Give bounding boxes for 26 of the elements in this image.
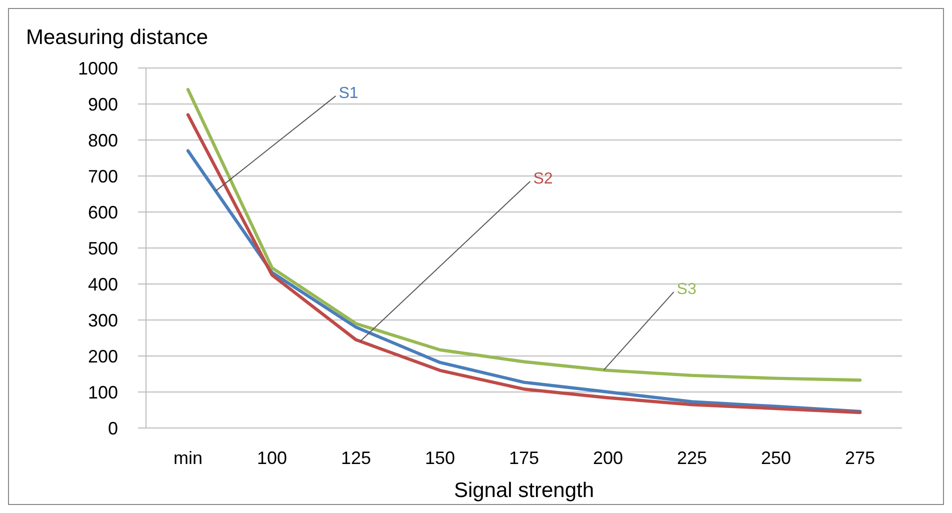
- y-tick-label: 1000: [78, 58, 118, 78]
- x-tick-label: 275: [844, 448, 876, 468]
- y-tick-label: 0: [108, 418, 118, 438]
- y-tick-label: 300: [88, 310, 118, 330]
- x-tick-label: 250: [760, 448, 792, 468]
- y-axis-title: Measuring distance: [26, 26, 208, 49]
- y-tick-label: 100: [88, 382, 118, 402]
- y-tick-label: 400: [88, 274, 118, 294]
- x-tick-label: 225: [676, 448, 708, 468]
- y-tick-label: 600: [88, 202, 118, 222]
- x-tick-label: 200: [592, 448, 624, 468]
- text: S2: [533, 170, 553, 188]
- line-series: [186, 88, 862, 382]
- x-tick-label: 125: [340, 448, 372, 468]
- x-tick-label: 150: [424, 448, 456, 468]
- y-tick-label: 200: [88, 346, 118, 366]
- x-tick-label: 100: [256, 448, 288, 468]
- y-tick-label: 700: [88, 166, 118, 186]
- y-tick-label: 800: [88, 130, 118, 150]
- y-tick-label: 500: [88, 238, 118, 258]
- y-tick-label: 900: [88, 94, 118, 114]
- x-tick-label: 175: [508, 448, 540, 468]
- text: S1: [338, 84, 358, 102]
- x-axis-title: Signal strength: [454, 479, 594, 502]
- x-tick-label: min: [173, 448, 203, 468]
- text: S3: [676, 280, 696, 298]
